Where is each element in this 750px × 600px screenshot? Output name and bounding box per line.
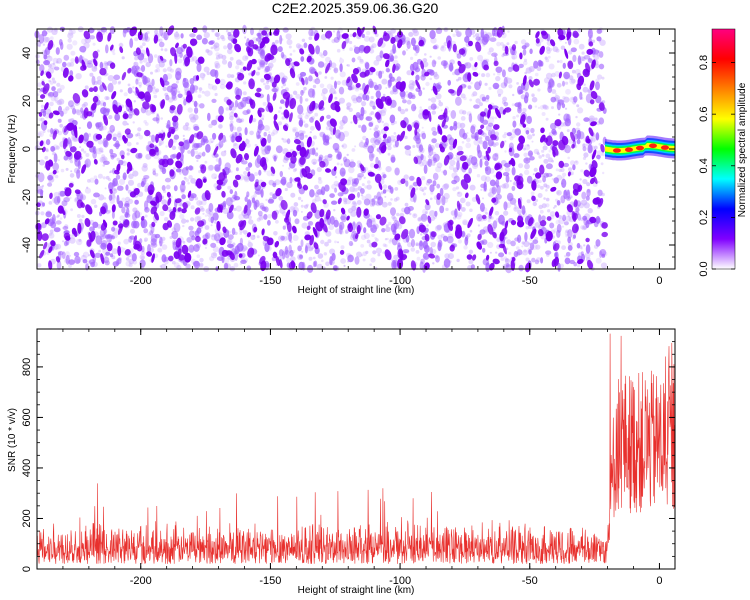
y-tick-label: -40	[21, 237, 33, 253]
y-tick-label: 800	[21, 358, 33, 376]
colorbar-ticks: 0.0 0.2 0.4 0.6 0.8	[698, 55, 735, 277]
x-tick-label: -200	[130, 575, 152, 587]
y-tick-label: 600	[21, 408, 33, 426]
x-tick-label: -150	[259, 575, 281, 587]
y-tick-label: 0	[21, 566, 33, 572]
y-tick-label: 40	[21, 47, 33, 59]
spectrogram-x-label: Height of straight line (km)	[298, 285, 415, 296]
snr-panel: -200 -150 -100 -50 0 0 200 400 600 800 Height of …	[7, 328, 676, 596]
colorbar-tick-label: 0.8	[698, 55, 710, 70]
y-tick-label: 400	[21, 459, 33, 477]
colorbar-label: Normalized spectral amplitude	[737, 82, 748, 217]
x-tick-label: -50	[522, 275, 538, 287]
colorbar-tick-label: 0.4	[698, 158, 710, 173]
snr-ticks: -200 -150 -100 -50 0 0 200 400 600 800	[21, 328, 675, 587]
y-tick-label: -20	[21, 189, 33, 205]
x-tick-label: -150	[259, 275, 281, 287]
snr-y-label: SNR (10 * v/v)	[7, 408, 18, 472]
colorbar-tick-label: 0.0	[698, 261, 710, 276]
y-tick-label: 20	[21, 95, 33, 107]
x-tick-label: -200	[130, 275, 152, 287]
snr-series-line	[36, 333, 676, 564]
colorbar-frame	[711, 28, 736, 270]
figure-title: C2E2.2025.359.06.36.G20	[272, 0, 439, 16]
x-tick-label: -100	[389, 575, 411, 587]
colorbar-tick-label: 0.2	[698, 210, 710, 225]
snr-x-label: Height of straight line (km)	[298, 585, 415, 596]
x-tick-label: -100	[389, 275, 411, 287]
y-tick-label: 0	[21, 146, 33, 152]
colorbar-tick-label: 0.6	[698, 107, 710, 122]
spectrogram-y-label: Frequency (Hz)	[7, 115, 18, 184]
x-tick-label: 0	[656, 575, 662, 587]
snr-frame	[36, 328, 676, 570]
y-tick-label: 200	[21, 509, 33, 527]
x-tick-label: -50	[522, 575, 538, 587]
colorbar-gradient	[712, 29, 735, 269]
x-tick-label: 0	[656, 275, 662, 287]
spectrogram-image	[34, 24, 675, 274]
colorbar: 0.0 0.2 0.4 0.6 0.8 Normalized spectral ampl…	[698, 28, 748, 277]
